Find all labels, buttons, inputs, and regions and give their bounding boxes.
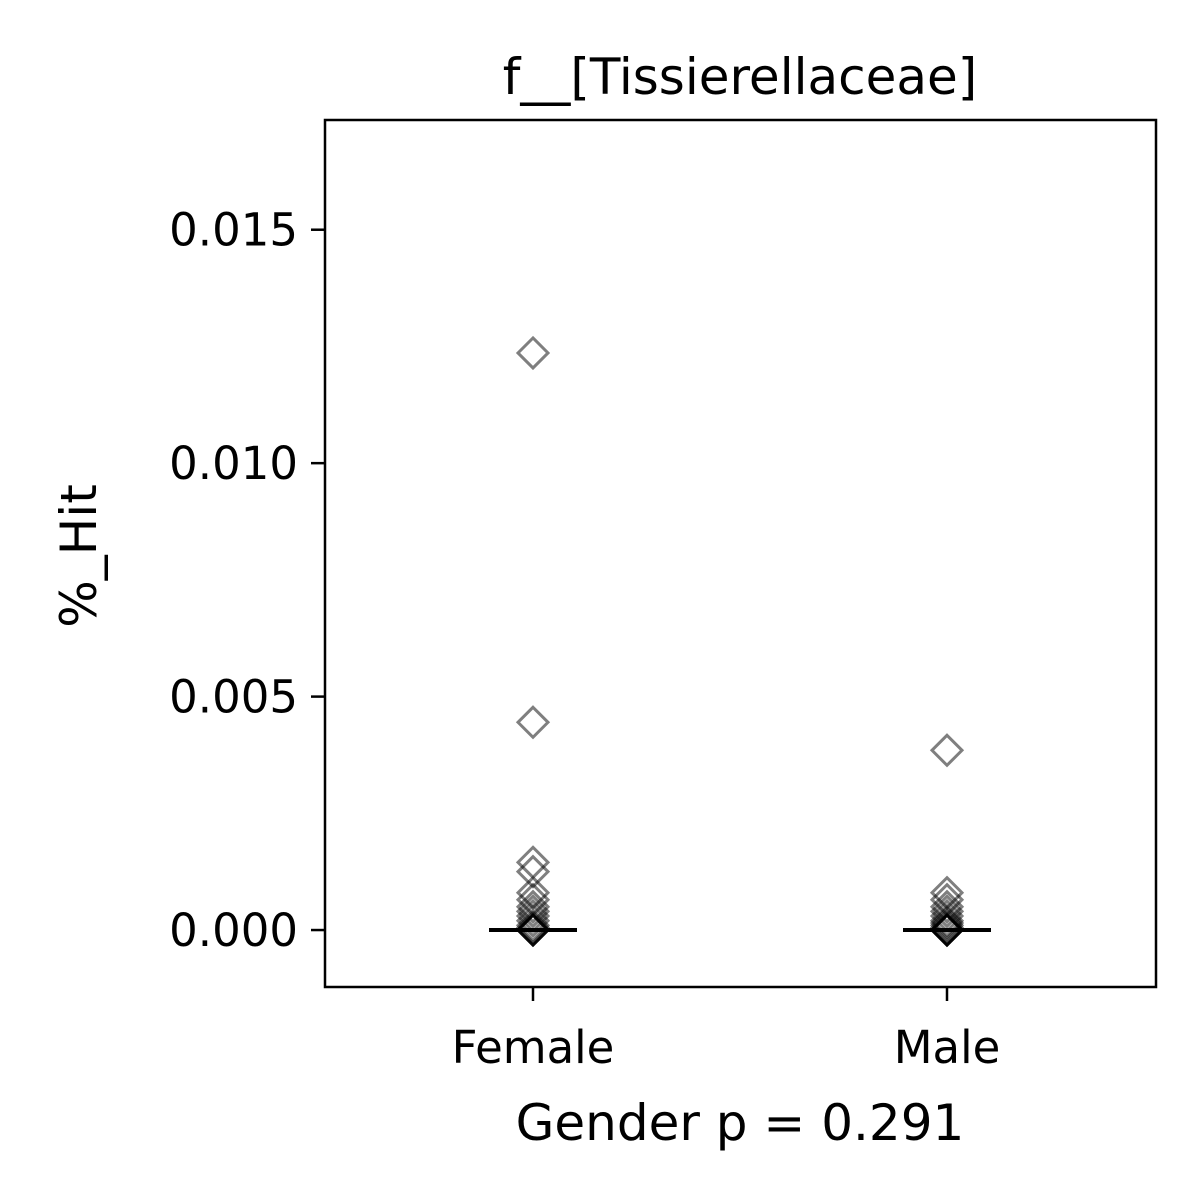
data-point xyxy=(515,705,551,740)
y-axis-label: %_Hit xyxy=(50,484,108,628)
data-point xyxy=(515,845,551,880)
x-axis-label: Gender p = 0.291 xyxy=(516,1094,965,1152)
data-point xyxy=(929,903,965,938)
data-point xyxy=(515,854,551,889)
x-axis-ticks: Female Male xyxy=(452,987,1001,1074)
data-point xyxy=(929,905,965,941)
data-point xyxy=(515,335,551,371)
data-point xyxy=(929,912,965,948)
data-point xyxy=(929,894,965,929)
y-axis-ticks: 0.000 0.005 0.010 0.015 xyxy=(169,204,325,957)
data-point xyxy=(929,733,965,768)
chart-title: f__[Tissierellaceae] xyxy=(503,48,978,106)
data-point xyxy=(515,903,551,938)
y-tick-label: 0.005 xyxy=(169,671,298,724)
data-point xyxy=(929,889,965,924)
data-point xyxy=(515,912,551,948)
y-tick-label: 0.010 xyxy=(169,437,298,490)
data-point xyxy=(515,910,551,945)
data-point xyxy=(515,889,551,924)
data-point xyxy=(515,908,551,943)
data-markers xyxy=(515,335,965,948)
x-tick-label: Female xyxy=(452,1021,615,1074)
plot-frame xyxy=(323,118,1158,989)
x-tick-label: Male xyxy=(894,1021,1001,1074)
data-point xyxy=(515,894,551,929)
data-point xyxy=(929,908,965,943)
y-tick-label: 0.000 xyxy=(169,904,298,957)
y-tick-label: 0.015 xyxy=(169,204,298,257)
data-point xyxy=(929,910,965,945)
